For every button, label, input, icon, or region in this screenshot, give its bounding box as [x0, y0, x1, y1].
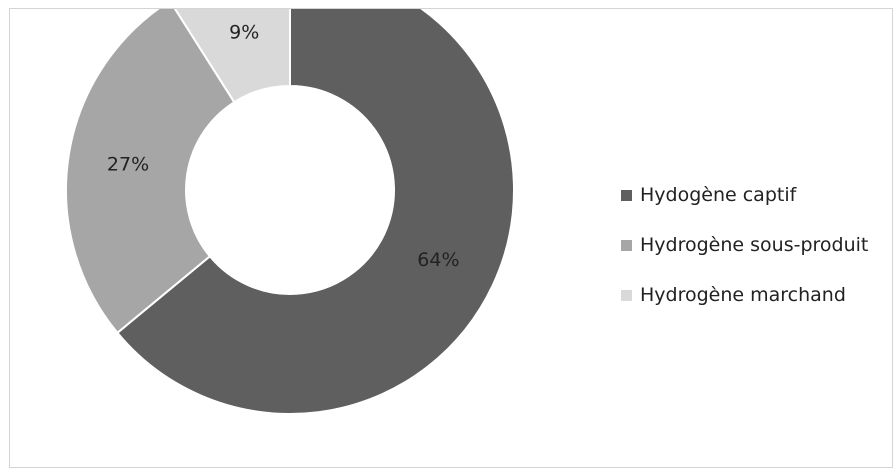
legend: Hydogène captif Hydrogène sous-produit H…: [621, 183, 868, 333]
donut-chart: 64% 27% 9%: [65, 9, 515, 415]
legend-item: Hydrogène sous-produit: [621, 233, 868, 257]
donut-slice: [173, 9, 291, 104]
slice-label: 27%: [107, 153, 149, 175]
slice-label: 64%: [417, 249, 459, 271]
legend-label: Hydrogène sous-produit: [640, 234, 869, 256]
chart-frame: 64% 27% 9% Hydogène captif Hydrogène sous-…: [9, 8, 893, 468]
legend-label: Hydrogène marchand: [640, 284, 846, 306]
donut-slice: [65, 9, 236, 335]
donut-slice: [115, 9, 515, 415]
legend-swatch: [621, 289, 632, 301]
legend-item: Hydrogène marchand: [621, 283, 868, 307]
legend-swatch: [621, 239, 632, 251]
slice-label: 9%: [229, 22, 259, 44]
legend-item: Hydogène captif: [621, 183, 868, 207]
legend-label: Hydogène captif: [640, 184, 797, 206]
legend-swatch: [621, 189, 632, 201]
